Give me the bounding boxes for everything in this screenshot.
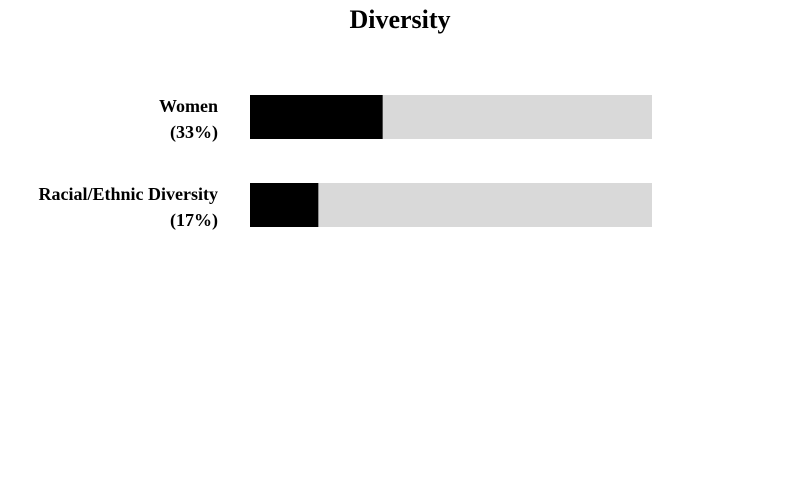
value-label: (17%)	[170, 210, 218, 231]
bar	[250, 183, 319, 227]
chart-title: Diversity	[349, 5, 450, 34]
bar	[250, 95, 383, 139]
value-label: (33%)	[170, 122, 218, 143]
category-label: Women	[159, 96, 218, 116]
category-label: Racial/Ethnic Diversity	[39, 184, 218, 204]
